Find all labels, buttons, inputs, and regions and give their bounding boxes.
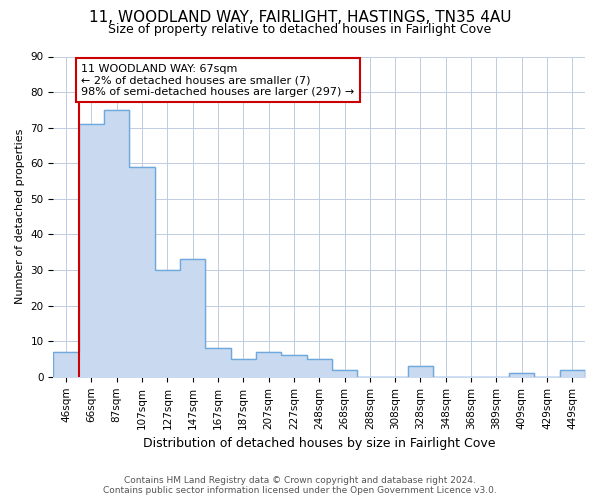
Text: 11, WOODLAND WAY, FAIRLIGHT, HASTINGS, TN35 4AU: 11, WOODLAND WAY, FAIRLIGHT, HASTINGS, T… [89, 10, 511, 25]
Y-axis label: Number of detached properties: Number of detached properties [15, 129, 25, 304]
Text: Size of property relative to detached houses in Fairlight Cove: Size of property relative to detached ho… [109, 22, 491, 36]
Text: Contains HM Land Registry data © Crown copyright and database right 2024.
Contai: Contains HM Land Registry data © Crown c… [103, 476, 497, 495]
X-axis label: Distribution of detached houses by size in Fairlight Cove: Distribution of detached houses by size … [143, 437, 496, 450]
Text: 11 WOODLAND WAY: 67sqm
← 2% of detached houses are smaller (7)
98% of semi-detac: 11 WOODLAND WAY: 67sqm ← 2% of detached … [81, 64, 355, 97]
